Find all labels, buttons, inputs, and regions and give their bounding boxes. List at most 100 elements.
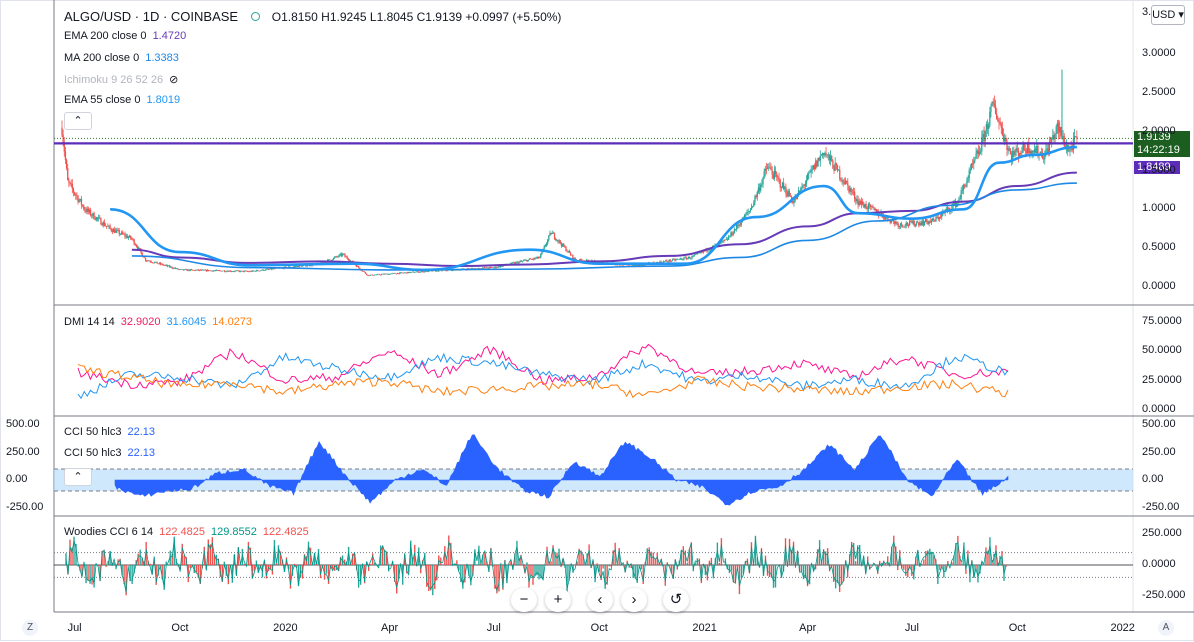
y-tick-label: -250.000 (1142, 589, 1186, 601)
x-tick-label: Apr (381, 622, 399, 634)
dmi-line (77, 343, 1009, 389)
y-tick-label: 50.0000 (1142, 344, 1182, 357)
y-tick-label: 2.5000 (1142, 85, 1176, 98)
hline-price: 1.8489 (1137, 161, 1171, 173)
cci-label-2: CCI 50 hlc3 (64, 447, 122, 459)
zoom-in-button[interactable]: + (545, 588, 571, 612)
close-value: C1.9139 (416, 10, 462, 24)
x-tick-label: 2020 (273, 622, 298, 634)
y-tick-label: 250.00 (6, 445, 40, 458)
ema200-value: 1.4720 (152, 30, 187, 42)
ma200-value: 1.3383 (145, 52, 179, 64)
woodies-pane[interactable] (54, 535, 1133, 596)
x-tick-label: Oct (171, 622, 189, 634)
ema55-value: 1.8019 (146, 94, 181, 106)
candles (61, 69, 1078, 277)
chevron-up-icon: ⌃ (73, 471, 83, 483)
currency-label: USD (1152, 9, 1176, 21)
woodies-value-1: 122.4825 (159, 526, 205, 538)
ohlc-header: ALGO/USD · 1D · COINBASE O1.8150 H1.9245… (64, 9, 561, 24)
cci-label-1: CCI 50 hlc3 (64, 426, 122, 438)
plus-icon: + (553, 591, 563, 608)
woodies-value-2: 129.8552 (210, 526, 257, 538)
y-tick-label: 75.0000 (1142, 315, 1182, 327)
y-tick-label: -250.00 (1142, 500, 1180, 513)
x-tick-label: Jul (67, 622, 82, 634)
y-tick-label: 25.0000 (1142, 373, 1182, 386)
collapse-legend-button[interactable]: ⌃ (64, 112, 92, 130)
scroll-right-button[interactable]: › (621, 588, 647, 612)
ichimoku-label: Ichimoku 9 26 52 26 (64, 74, 164, 86)
legend-ema200[interactable]: EMA 200 close 0 1.4720 (64, 30, 192, 42)
woodies-line (65, 538, 1007, 593)
cci-pane[interactable] (54, 434, 1133, 506)
x-tick-label: Jul (486, 622, 501, 634)
x-tick-label: Jul (904, 622, 919, 634)
price-pane[interactable] (54, 69, 1133, 277)
dmi-plus-value: 32.9020 (120, 316, 161, 328)
collapse-cci-legend-button[interactable]: ⌃ (64, 468, 92, 486)
cci-area (114, 434, 1009, 506)
y-tick-label: 3. (1142, 6, 1152, 18)
y-tick-label: 1.0000 (1142, 202, 1176, 215)
dmi-adx-value: 14.0273 (212, 316, 253, 328)
ema55-label: EMA 55 close 0 (64, 94, 141, 106)
y-tick-label: 1.5000 (1142, 163, 1176, 176)
x-tick-label: 2021 (692, 622, 717, 634)
hline-price-tag: 1.8489 (1134, 161, 1180, 174)
ema200-label: EMA 200 close 0 (64, 30, 147, 42)
woodies-label: Woodies CCI 6 14 (64, 526, 154, 538)
reset-icon: ↺ (669, 591, 683, 608)
symbol-title[interactable]: ALGO/USD · 1D · COINBASE (64, 9, 239, 24)
ma-line (110, 145, 1077, 272)
hidden-eye-icon[interactable]: ⊘ (169, 74, 179, 86)
dmi-pane[interactable] (77, 343, 1009, 400)
y-tick-label: 250.00 (1142, 445, 1176, 458)
legend-cci-2[interactable]: CCI 50 hlc3 22.13 (64, 447, 161, 459)
legend-woodies[interactable]: Woodies CCI 6 14 122.4825 129.8552 122.4825 (64, 526, 315, 538)
low-value: L1.8045 (369, 10, 414, 24)
y-tick-label: -250.00 (6, 500, 44, 513)
minus-icon: − (519, 591, 529, 608)
high-value: H1.9245 (321, 10, 367, 24)
last-price-tag: 1.9139 14:22:19 (1134, 131, 1190, 157)
change-value: +0.0997 (+5.50%) (465, 10, 562, 24)
y-tick-label: 0.00 (1142, 473, 1164, 485)
y-tick-label: 0.0000 (1142, 280, 1176, 292)
dmi-line (77, 352, 1009, 400)
legend-ichimoku[interactable]: Ichimoku 9 26 52 26 ⊘ (64, 73, 184, 86)
legend-ma200[interactable]: MA 200 close 0 1.3383 (64, 52, 185, 64)
ma-line (131, 171, 1077, 268)
x-tick-label: Apr (799, 622, 817, 634)
y-tick-label: 250.000 (1142, 527, 1182, 539)
y-tick-label: 0.0000 (1142, 558, 1176, 570)
timezone-button[interactable]: Z (22, 620, 38, 636)
currency-select[interactable]: USD ▾ (1151, 5, 1185, 25)
last-price: 1.9139 (1137, 131, 1171, 143)
dmi-line (77, 363, 1009, 399)
reset-chart-button[interactable]: ↺ (663, 588, 689, 612)
dmi-label: DMI 14 14 (64, 316, 115, 328)
legend-dmi[interactable]: DMI 14 14 32.9020 31.6045 14.0273 (64, 316, 258, 328)
ma200-label: MA 200 close 0 (64, 52, 140, 64)
zoom-out-button[interactable]: − (511, 588, 537, 612)
y-tick-label: 0.5000 (1142, 241, 1176, 254)
x-tick-label: Oct (590, 622, 608, 634)
chevron-left-icon: ‹ (597, 591, 603, 608)
y-tick-label: 3.0000 (1142, 47, 1176, 59)
auto-scale-button[interactable]: A (1158, 620, 1174, 636)
y-tick-label: 0.00 (6, 473, 28, 485)
x-tick-label: Oct (1008, 622, 1026, 634)
y-tick-label: 2.0000 (1142, 124, 1176, 137)
woodies-value-3: 122.4825 (262, 526, 309, 538)
dmi-minus-value: 31.6045 (166, 316, 207, 328)
cci-value-1: 22.13 (127, 426, 156, 438)
y-tick-label: 500.00 (6, 418, 40, 430)
legend-cci-1[interactable]: CCI 50 hlc3 22.13 (64, 426, 161, 438)
scroll-left-button[interactable]: ‹ (587, 588, 613, 612)
legend-ema55[interactable]: EMA 55 close 0 1.8019 (64, 94, 186, 106)
y-tick-label: 500.00 (1142, 418, 1176, 430)
chevron-right-icon: › (631, 591, 637, 608)
